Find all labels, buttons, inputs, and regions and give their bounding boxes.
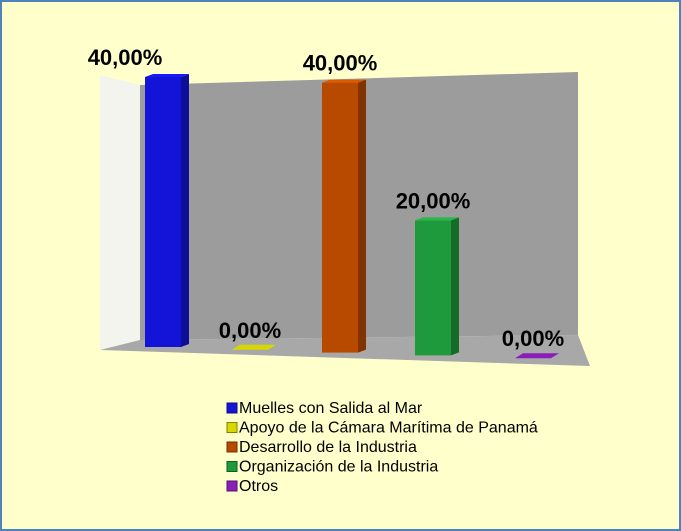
bar [515,353,559,359]
bar [232,344,276,350]
bar-top [415,217,459,221]
legend-swatch [226,480,238,492]
bar-top [322,79,366,83]
legend: Muelles con Salida al Mar Apoyo de la Cám… [226,400,538,495]
bar [415,220,451,356]
bar [322,82,358,353]
legend-swatch [226,461,238,472]
value-label: 0,00% [502,326,564,351]
side-wall [100,75,140,350]
legend-label: Muelles con Salida al Mar [239,400,423,417]
bar-side [451,217,459,356]
legend-swatch [226,441,238,453]
legend-label: Otros [239,478,278,495]
legend-label: Desarrollo de la Industria [239,439,417,456]
value-label: 20,00% [396,188,471,213]
bar-top [145,74,189,77]
value-label: 40,00% [88,45,163,70]
bars: 40,00% 0,00% 40,00% 20,00% 0,00% [88,45,564,359]
bar-side [358,79,366,353]
legend-swatch [226,422,238,433]
legend-label: Apoyo de la Cámara Marítima de Panamá [239,420,538,437]
value-label: 40,00% [303,51,378,76]
legend-swatch [226,402,238,414]
value-label: 0,00% [219,318,281,343]
legend-label: Organización de la Industria [239,459,438,476]
bar [145,77,181,347]
bar-side [181,74,189,347]
